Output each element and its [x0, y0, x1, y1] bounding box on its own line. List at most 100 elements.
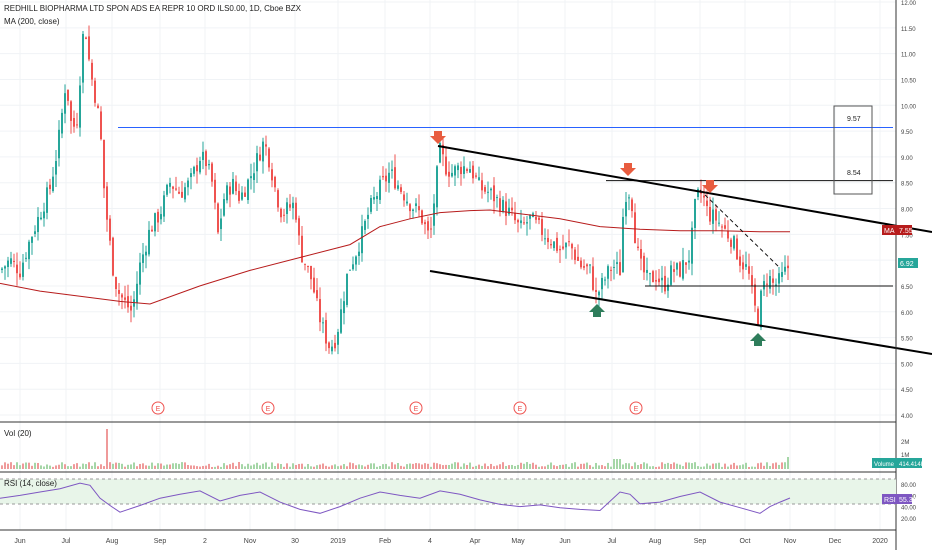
volume-bar	[550, 462, 552, 469]
volume-bar	[595, 462, 597, 469]
candle-body	[592, 266, 594, 290]
earnings-icon	[629, 401, 643, 415]
candle-body	[535, 217, 537, 220]
rsi-value-label: 55.38	[899, 497, 917, 504]
channel-upper-line[interactable]	[437, 145, 932, 233]
candle-body	[64, 93, 66, 114]
time-tick-label: Sep	[694, 538, 707, 545]
up-arrow-icon	[589, 304, 605, 317]
volume-bar	[412, 463, 414, 469]
candle-body	[46, 187, 48, 213]
price-tick-label: 6.50	[901, 285, 913, 291]
volume-bar	[391, 462, 393, 469]
candle-body	[760, 290, 762, 328]
volume-bar	[715, 463, 717, 469]
candle-body	[298, 218, 300, 236]
candle-body	[265, 144, 267, 147]
volume-bar	[577, 466, 579, 469]
volume-bar	[79, 466, 81, 469]
grid-lines	[0, 0, 896, 530]
candle-body	[115, 277, 117, 290]
candle-body	[94, 80, 96, 103]
volume-bar	[499, 464, 501, 469]
volume-bar	[691, 463, 693, 469]
volume-bar	[343, 464, 345, 469]
candle-body	[553, 241, 555, 249]
volume-bar	[628, 463, 630, 469]
channel-lower-line[interactable]	[429, 270, 932, 355]
candle-body	[313, 277, 315, 293]
candle-body	[238, 190, 240, 201]
volume-bar	[622, 464, 624, 469]
volume-bar	[346, 466, 348, 469]
volume-bar	[4, 462, 6, 469]
rsi-tag: RSI 55.38	[882, 494, 917, 504]
candle-body	[544, 238, 546, 240]
volume-bar	[151, 462, 153, 469]
candle-body	[502, 199, 504, 212]
volume-bar	[496, 465, 498, 469]
volume-bar	[148, 465, 150, 469]
time-axis: Jun Jul Aug Sep 2 Nov 30 2019 Feb 4 Apr May Jun Jul Au…	[14, 538, 888, 545]
candle-body	[568, 241, 570, 243]
candle-body	[415, 203, 417, 207]
volume-bar	[736, 465, 738, 469]
candle-body	[136, 283, 138, 303]
volume-bar	[166, 464, 168, 469]
volume-bar	[97, 466, 99, 469]
volume-bar	[7, 463, 9, 469]
candle-body	[490, 188, 492, 191]
time-tick-label: Jul	[608, 538, 617, 545]
volume-bar	[751, 466, 753, 469]
trend-dashed-line[interactable]	[699, 189, 781, 269]
candle-body	[73, 118, 75, 127]
ma-price-tag: MA 7.55	[882, 225, 913, 235]
time-tick-label: Nov	[244, 538, 257, 545]
volume-bar	[28, 462, 30, 469]
candle-body	[220, 218, 222, 230]
candle-body	[205, 151, 207, 167]
volume-bar	[46, 464, 48, 469]
candle-body	[556, 237, 558, 251]
candle-body	[625, 201, 627, 217]
price-tick-label: 8.00	[901, 208, 913, 214]
volume-bar	[562, 464, 564, 469]
candle-body	[475, 175, 477, 177]
price-tick-label: 10.50	[901, 78, 917, 84]
candle-body	[148, 229, 150, 255]
candle-body	[781, 272, 783, 277]
volume-bar	[250, 465, 252, 469]
candle-body	[706, 200, 708, 207]
volume-bar	[328, 466, 330, 469]
candle-body	[598, 291, 600, 296]
candle-body	[55, 161, 57, 175]
candle-body	[631, 199, 633, 212]
volume-bar	[484, 463, 486, 469]
candle-body	[589, 264, 591, 266]
candle-body	[376, 196, 378, 200]
candle-body	[283, 214, 285, 216]
candle-body	[211, 163, 213, 182]
volume-bar	[547, 464, 549, 469]
volume-bar	[439, 464, 441, 469]
candle-body	[703, 195, 705, 198]
candle-body	[499, 198, 501, 212]
volume-bar	[16, 462, 18, 469]
candle-body	[316, 290, 318, 299]
candle-body	[739, 256, 741, 266]
candle-body	[508, 207, 510, 215]
volume-bar	[598, 465, 600, 469]
volume-bar	[478, 464, 480, 469]
volume-legend: Vol (20)	[4, 429, 32, 438]
candle-body	[634, 212, 636, 244]
candle-body	[7, 260, 9, 268]
volume-bar	[775, 462, 777, 469]
target-box-upper[interactable]	[833, 105, 873, 195]
candle-body	[526, 222, 528, 224]
volume-bar	[262, 463, 264, 469]
volume-bar	[754, 466, 756, 469]
time-tick-label: Aug	[649, 538, 662, 545]
earnings-icon	[151, 401, 165, 415]
volume-bar	[247, 463, 249, 469]
